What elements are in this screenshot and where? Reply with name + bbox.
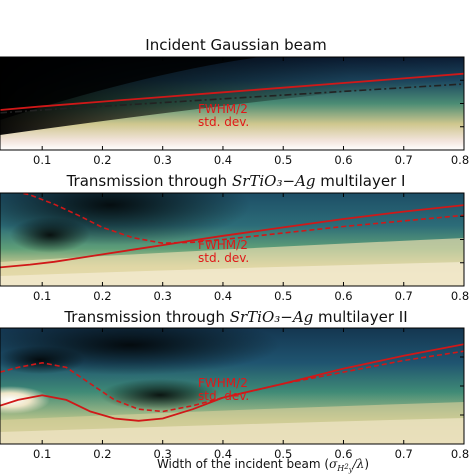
panel-3-xtick-label: 0.3 xyxy=(154,447,172,461)
annotation-fwhm-1: FWHM/2 xyxy=(198,102,248,116)
annotation-stddev-1: std. dev. xyxy=(198,115,249,129)
panel-3-series-1 xyxy=(0,343,464,422)
panel-2-xtick-label: 0.1 xyxy=(33,289,51,303)
panel-1-series-2 xyxy=(0,83,464,114)
panel-1-xtick-label: 0.4 xyxy=(214,153,232,167)
panel-3-xtick-label: 0.5 xyxy=(274,447,292,461)
panel-2-xtick-label: 0.2 xyxy=(93,289,111,303)
x-axis-label: Width of the incident beam (σH2y/λ) xyxy=(157,457,369,474)
panel-2-xtick-label: 0.5 xyxy=(274,289,292,303)
panel-3-series-2 xyxy=(0,350,464,413)
panel-2-xtick-label: 0.7 xyxy=(395,289,413,303)
heatmap-3 xyxy=(0,328,464,444)
curves xyxy=(0,72,464,422)
panel-2-xtick-label: 0.6 xyxy=(334,289,352,303)
panel-1-xtick-label: 0.6 xyxy=(334,153,352,167)
panel-1-xtick-label: 0.8 xyxy=(451,153,469,167)
panel-2-xtick-label: 0.4 xyxy=(214,289,232,303)
panel-1-xtick-label: 0.5 xyxy=(274,153,292,167)
panel-1-xtick-label: 0.3 xyxy=(154,153,172,167)
panel-3-xtick-label: 0.4 xyxy=(214,447,232,461)
panel-3-xtick-label: 0.8 xyxy=(451,447,469,461)
annotation-stddev-3: std. dev. xyxy=(198,389,249,403)
heatmap-1 xyxy=(0,57,464,150)
panel-3-xtick-label: 0.7 xyxy=(395,447,413,461)
panel-2-series-2 xyxy=(17,193,464,245)
panel-3-xtick-label: 0.2 xyxy=(93,447,111,461)
panel-1-xtick-label: 0.7 xyxy=(395,153,413,167)
panel-2-series-1 xyxy=(0,204,464,269)
annotation-fwhm-3: FWHM/2 xyxy=(198,376,248,390)
panel-3-xtick-label: 0.1 xyxy=(33,447,51,461)
panel-3-title: Transmission through SrTiO₃−Ag multilaye… xyxy=(63,308,407,326)
panel-1-series-1 xyxy=(0,72,464,111)
panel-1-title: Incident Gaussian beam xyxy=(145,36,326,54)
panel-3-xtick-label: 0.6 xyxy=(334,447,352,461)
heatmap-2 xyxy=(0,193,464,286)
annotation-stddev-2: std. dev. xyxy=(198,251,249,265)
panel-1-xtick-label: 0.1 xyxy=(33,153,51,167)
panel-2-title: Transmission through SrTiO₃−Ag multilaye… xyxy=(66,172,406,190)
panel-2-xtick-label: 0.3 xyxy=(154,289,172,303)
axes-frames: 0.1 0.2 0.3 0.4 0.5 0.6 0.7 0.8 0.1 0.2 0.3 0.4 0.5 0… xyxy=(0,56,469,461)
annotation-fwhm-2: FWHM/2 xyxy=(198,238,248,252)
panel-2-xtick-label: 0.8 xyxy=(451,289,469,303)
panel-1-xtick-label: 0.2 xyxy=(93,153,111,167)
